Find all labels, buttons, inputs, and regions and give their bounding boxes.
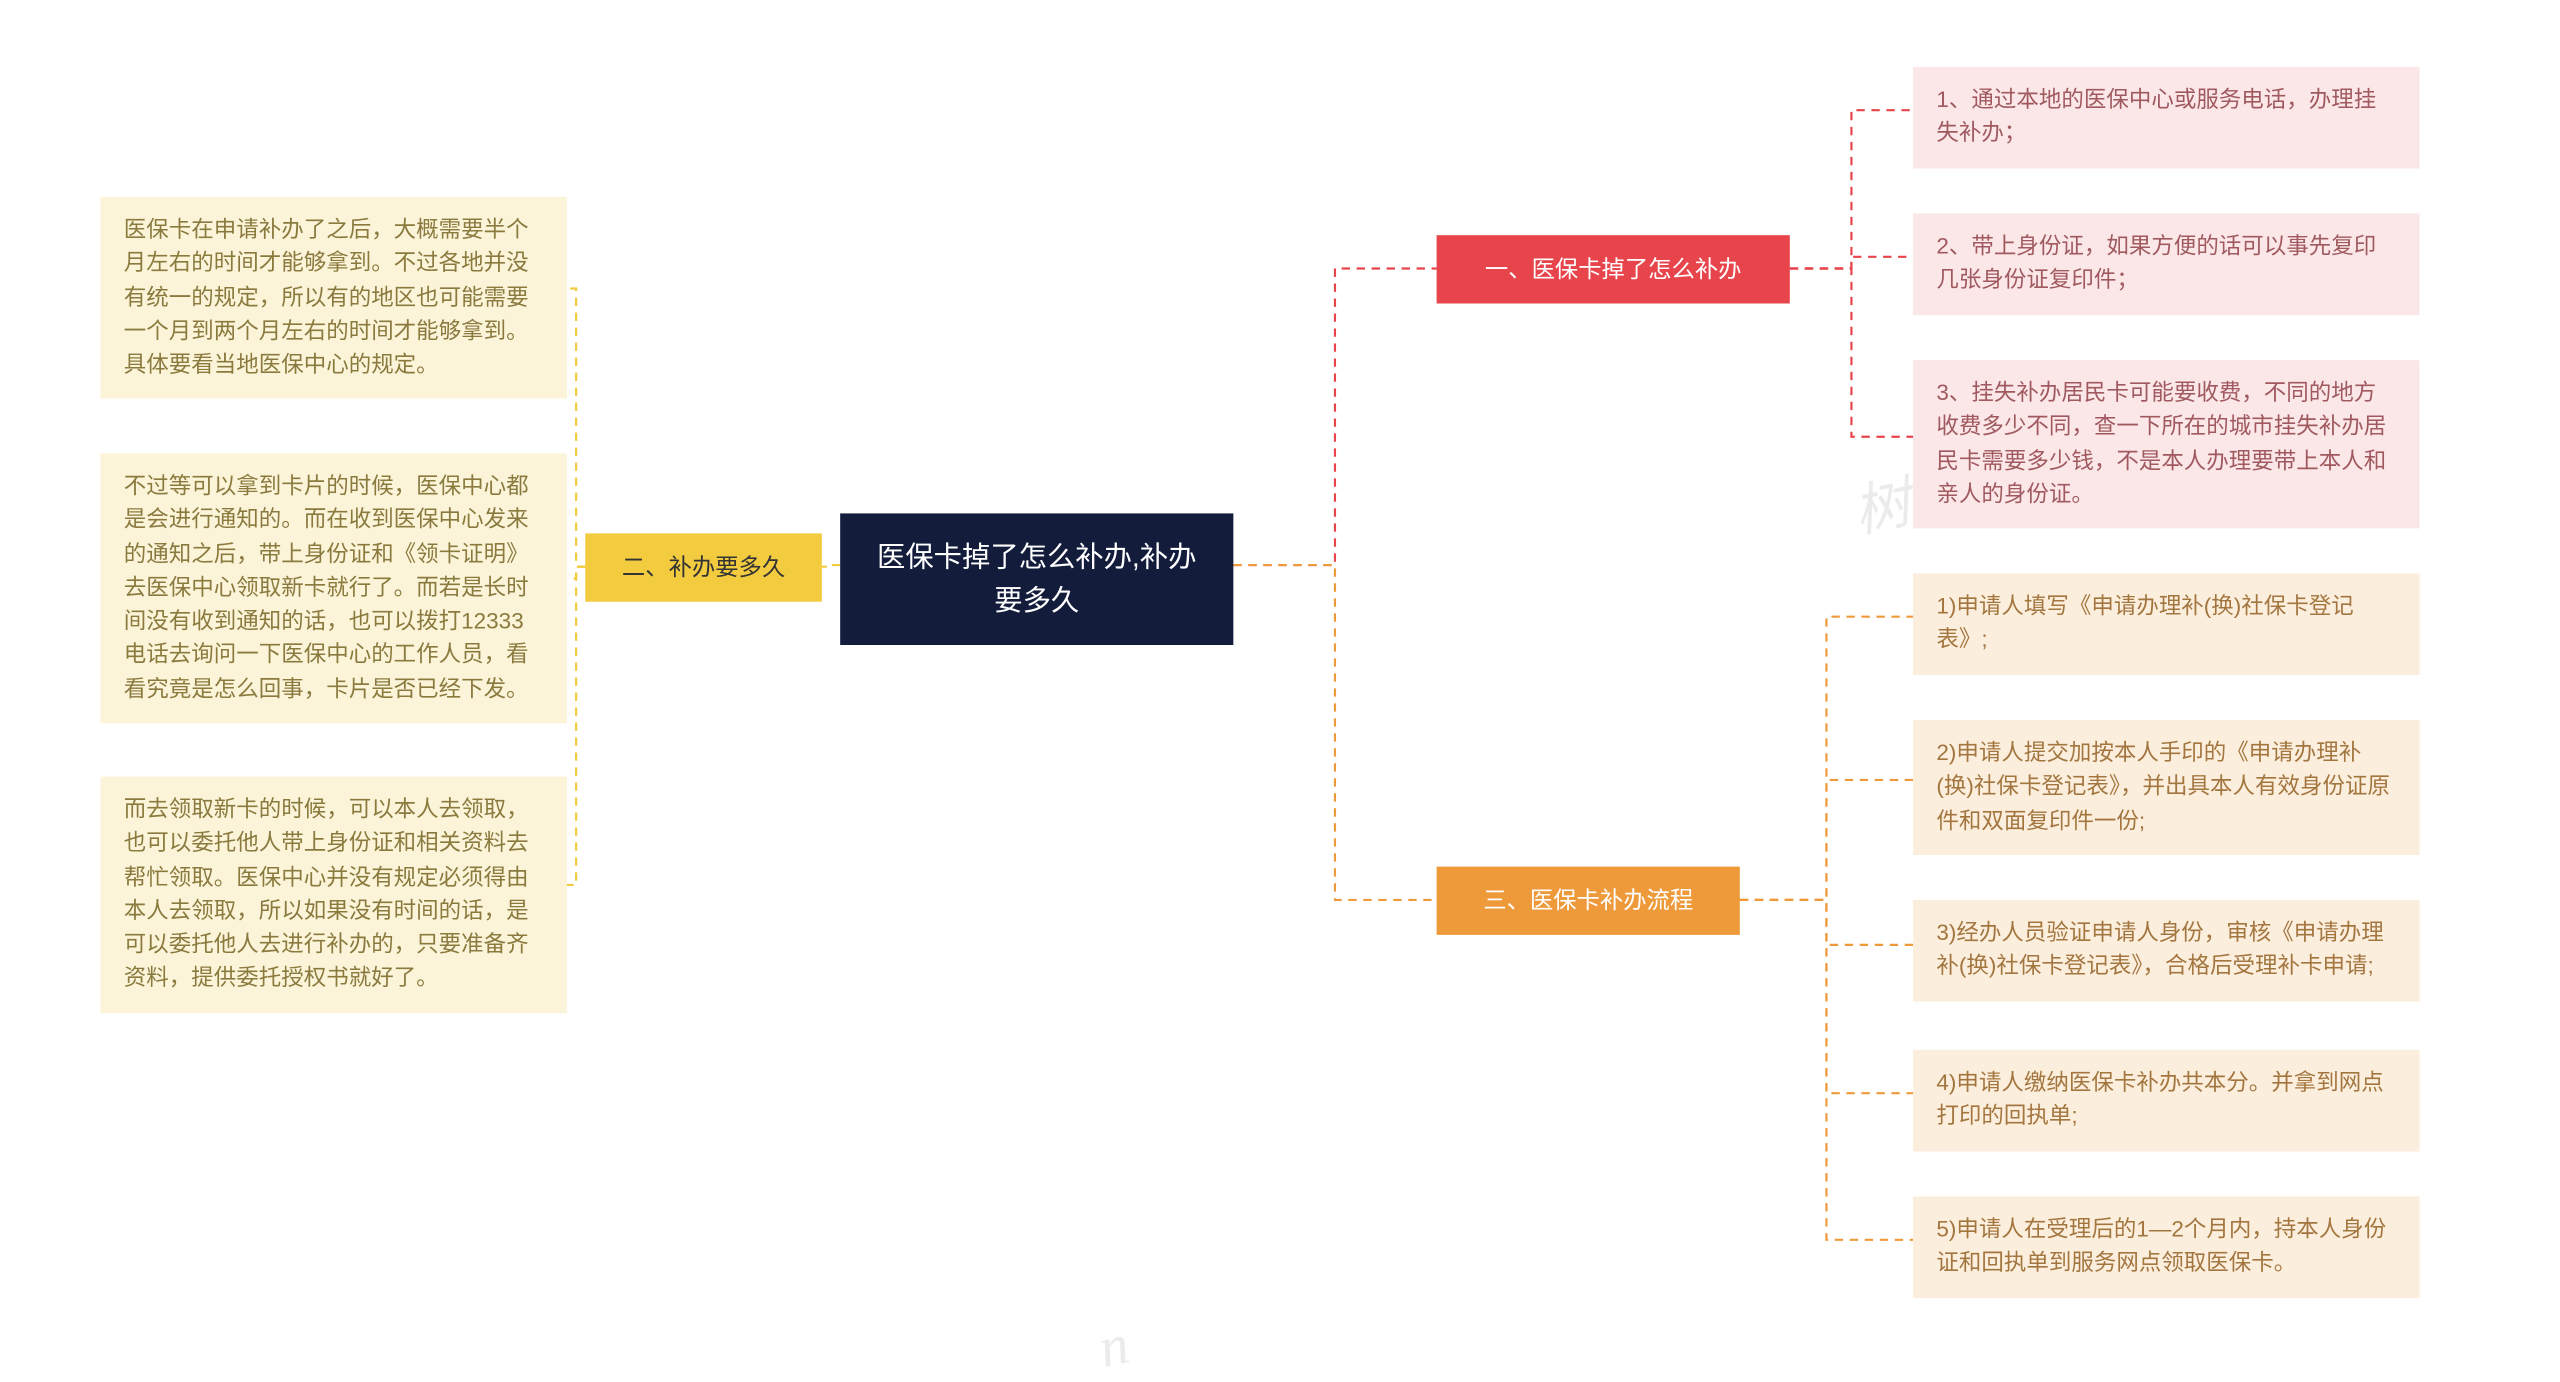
leaf-node: 不过等可以拿到卡片的时候，医保中心都是会进行通知的。而在收到医保中心发来的通知之… (100, 453, 566, 722)
leaf-node: 2、带上身份证，如果方便的话可以事先复印几张身份证复印件； (1913, 214, 2419, 315)
leaf-node: 而去领取新卡的时候，可以本人去领取，也可以委托他人带上身份证和相关资料去帮忙领取… (100, 777, 566, 1013)
leaf-node: 3、挂失补办居民卡可能要收费，不同的地方收费多少不同，查一下所在的城市挂失补办居… (1913, 360, 2419, 528)
leaf-node: 1、通过本地的医保中心或服务电话，办理挂失补办； (1913, 67, 2419, 168)
mindmap-canvas: ıutu.cn 树图 shu__.cn n 医保卡掉了怎么补办,补办要多久 一、… (1, 0, 2560, 1359)
branch-node: 一、医保卡掉了怎么补办 (1437, 235, 1790, 303)
leaf-node: 5)申请人在受理后的1—2个月内，持本人身份证和回执单到服务网点领取医保卡。 (1913, 1196, 2419, 1297)
leaf-node: 2)申请人提交加按本人手印的《申请办理补(换)社保卡登记表》，并出具本人有效身份… (1913, 720, 2419, 855)
leaf-node: 4)申请人缴纳医保卡补办共本分。并拿到网点打印的回执单; (1913, 1050, 2419, 1151)
branch-node: 二、补办要多久 (585, 533, 822, 601)
branch-node: 三、医保卡补办流程 (1437, 867, 1740, 935)
watermark: n (1094, 1314, 1135, 1382)
leaf-node: 1)申请人填写《申请办理补(换)社保卡登记表》; (1913, 573, 2419, 674)
root-node: 医保卡掉了怎么补办,补办要多久 (840, 513, 1233, 645)
leaf-node: 3)经办人员验证申请人身份，审核《申请办理补(换)社保卡登记表》，合格后受理补卡… (1913, 900, 2419, 1001)
leaf-node: 医保卡在申请补办了之后，大概需要半个月左右的时间才能够拿到。不过各地并没有统一的… (100, 197, 566, 399)
